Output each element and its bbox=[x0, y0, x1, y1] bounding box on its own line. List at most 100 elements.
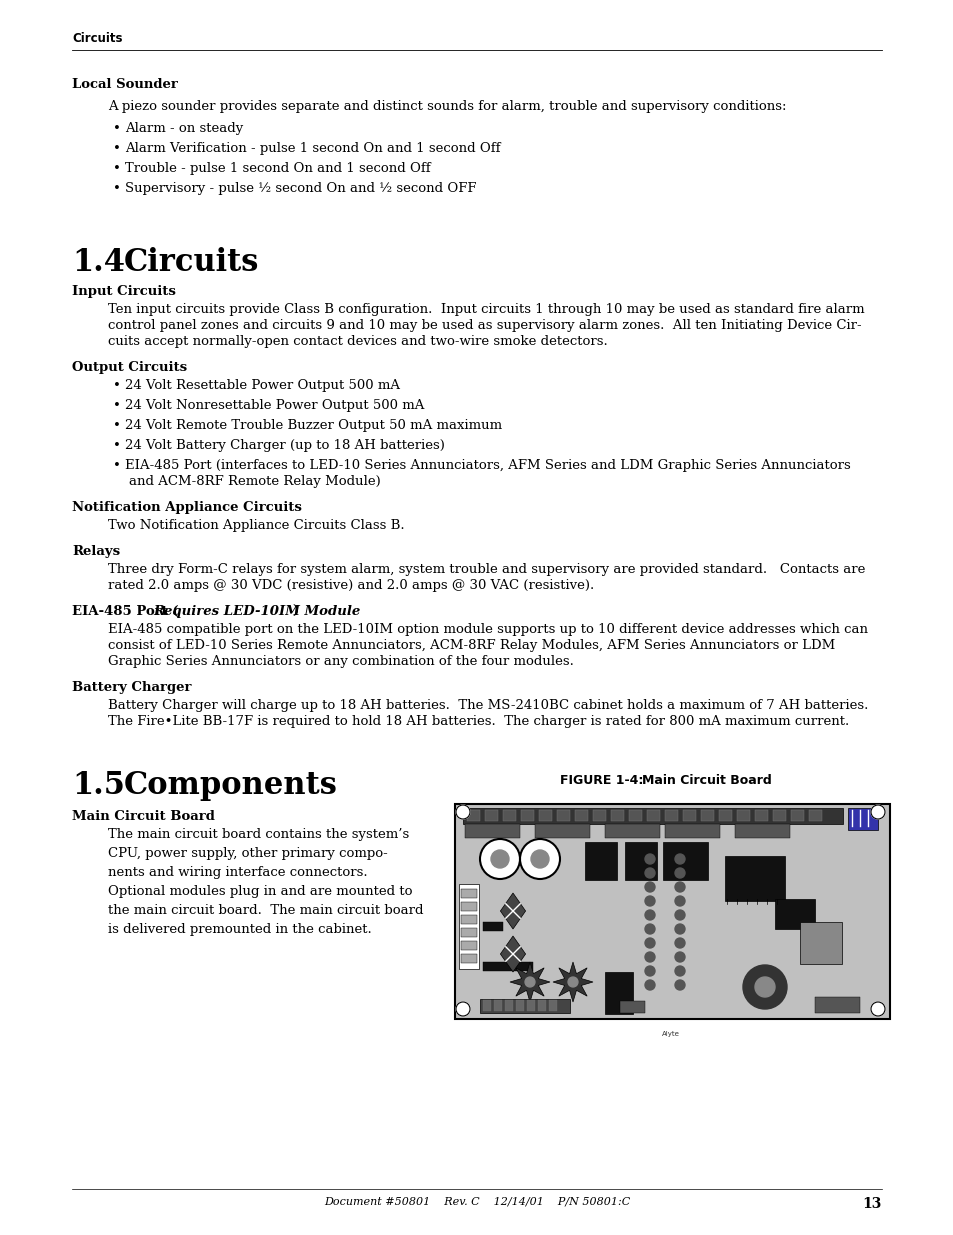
Text: EIA-485 Port (: EIA-485 Port ( bbox=[71, 605, 178, 618]
Circle shape bbox=[524, 977, 535, 987]
Text: Document #50801    Rev. C    12/14/01    P/N 50801:C: Document #50801 Rev. C 12/14/01 P/N 5080… bbox=[323, 1197, 630, 1207]
Text: •: • bbox=[112, 399, 121, 412]
Circle shape bbox=[675, 981, 684, 990]
Text: Optional modules plug in and are mounted to: Optional modules plug in and are mounted… bbox=[108, 885, 412, 898]
Bar bbox=[847, 808, 877, 830]
Bar bbox=[584, 842, 617, 881]
Polygon shape bbox=[510, 962, 550, 1002]
Text: Alyte: Alyte bbox=[661, 1031, 679, 1037]
Text: Main Circuit Board: Main Circuit Board bbox=[641, 774, 771, 787]
Circle shape bbox=[870, 1002, 884, 1016]
Bar bbox=[737, 810, 749, 821]
Text: 1.5: 1.5 bbox=[71, 769, 125, 802]
Text: Components: Components bbox=[124, 769, 337, 802]
Text: Two Notification Appliance Circuits Class B.: Two Notification Appliance Circuits Clas… bbox=[108, 519, 404, 532]
Bar bbox=[482, 1000, 491, 1011]
Circle shape bbox=[456, 805, 470, 819]
Text: ): ) bbox=[292, 605, 298, 618]
Text: and ACM-8RF Remote Relay Module): and ACM-8RF Remote Relay Module) bbox=[129, 475, 380, 488]
Text: control panel zones and circuits 9 and 10 may be used as supervisory alarm zones: control panel zones and circuits 9 and 1… bbox=[108, 319, 861, 332]
Text: •: • bbox=[112, 438, 121, 452]
Circle shape bbox=[567, 977, 578, 987]
Bar bbox=[516, 1000, 523, 1011]
Text: consist of LED-10 Series Remote Annunciators, ACM-8RF Relay Modules, AFM Series : consist of LED-10 Series Remote Annuncia… bbox=[108, 638, 835, 652]
Text: MODULE: MODULE bbox=[731, 871, 755, 876]
Bar bbox=[535, 824, 589, 839]
Polygon shape bbox=[500, 893, 525, 929]
Circle shape bbox=[675, 952, 684, 962]
Text: •: • bbox=[112, 459, 121, 472]
Text: 24 Volt Remote Trouble Buzzer Output 50 mA maximum: 24 Volt Remote Trouble Buzzer Output 50 … bbox=[125, 419, 501, 432]
Bar bbox=[464, 824, 519, 839]
Circle shape bbox=[675, 897, 684, 906]
Circle shape bbox=[675, 939, 684, 948]
Bar bbox=[575, 810, 587, 821]
Text: P1: P1 bbox=[750, 972, 757, 977]
Text: 1.4: 1.4 bbox=[71, 247, 125, 278]
Polygon shape bbox=[500, 936, 525, 972]
Bar bbox=[604, 824, 659, 839]
Bar bbox=[557, 810, 569, 821]
Bar bbox=[800, 923, 841, 965]
Bar bbox=[734, 824, 789, 839]
Circle shape bbox=[644, 966, 655, 976]
Text: Three dry Form-C relays for system alarm, system trouble and supervisory are pro: Three dry Form-C relays for system alarm… bbox=[108, 563, 864, 576]
Text: 24 Volt Nonresettable Power Output 500 mA: 24 Volt Nonresettable Power Output 500 m… bbox=[125, 399, 424, 412]
Bar bbox=[502, 810, 516, 821]
Text: LED-10IM: LED-10IM bbox=[729, 861, 755, 866]
Bar bbox=[628, 810, 641, 821]
Bar bbox=[593, 810, 605, 821]
Text: cuits accept normally-open contact devices and two-wire smoke detectors.: cuits accept normally-open contact devic… bbox=[108, 335, 607, 348]
Circle shape bbox=[519, 839, 559, 879]
Circle shape bbox=[870, 805, 884, 819]
Bar bbox=[624, 842, 657, 881]
Text: •: • bbox=[112, 142, 121, 156]
Circle shape bbox=[675, 966, 684, 976]
Circle shape bbox=[644, 981, 655, 990]
Text: 24 Volt Resettable Power Output 500 mA: 24 Volt Resettable Power Output 500 mA bbox=[125, 379, 399, 391]
Bar bbox=[664, 824, 720, 839]
Circle shape bbox=[531, 850, 548, 868]
Text: Battery Charger: Battery Charger bbox=[71, 680, 192, 694]
Bar bbox=[772, 810, 785, 821]
Bar bbox=[719, 810, 731, 821]
Bar bbox=[814, 997, 859, 1013]
Text: the main circuit board.  The main circuit board: the main circuit board. The main circuit… bbox=[108, 904, 423, 918]
Circle shape bbox=[479, 839, 519, 879]
Bar bbox=[484, 810, 497, 821]
Text: 24 Volt Battery Charger (up to 18 AH batteries): 24 Volt Battery Charger (up to 18 AH bat… bbox=[125, 438, 444, 452]
Circle shape bbox=[644, 897, 655, 906]
Text: •: • bbox=[112, 379, 121, 391]
Bar bbox=[538, 810, 552, 821]
Text: A piezo sounder provides separate and distinct sounds for alarm, trouble and sup: A piezo sounder provides separate and di… bbox=[108, 100, 785, 112]
Text: rated 2.0 amps @ 30 VDC (resistive) and 2.0 amps @ 30 VAC (resistive).: rated 2.0 amps @ 30 VDC (resistive) and … bbox=[108, 579, 594, 592]
Bar bbox=[790, 810, 803, 821]
Text: nents and wiring interface connectors.: nents and wiring interface connectors. bbox=[108, 866, 367, 879]
Bar bbox=[664, 810, 678, 821]
Text: Battery Charger will charge up to 18 AH batteries.  The MS-2410BC cabinet holds : Battery Charger will charge up to 18 AH … bbox=[108, 699, 867, 713]
Text: Alarm Verification - pulse 1 second On and 1 second Off: Alarm Verification - pulse 1 second On a… bbox=[125, 142, 500, 156]
Bar bbox=[754, 810, 767, 821]
Circle shape bbox=[742, 965, 786, 1009]
Bar bbox=[526, 1000, 535, 1011]
Bar bbox=[494, 1000, 501, 1011]
Circle shape bbox=[644, 952, 655, 962]
Bar bbox=[460, 953, 476, 963]
Circle shape bbox=[675, 910, 684, 920]
Polygon shape bbox=[553, 962, 593, 1002]
Bar bbox=[520, 810, 534, 821]
Text: Output Circuits: Output Circuits bbox=[71, 361, 187, 374]
Circle shape bbox=[644, 910, 655, 920]
Bar bbox=[700, 810, 713, 821]
Bar bbox=[462, 808, 842, 824]
Text: Local Sounder: Local Sounder bbox=[71, 78, 177, 91]
Circle shape bbox=[675, 882, 684, 892]
Bar bbox=[662, 842, 707, 881]
Text: •: • bbox=[112, 122, 121, 135]
Circle shape bbox=[754, 977, 774, 997]
Text: EIA-485 Port (interfaces to LED-10 Series Annunciators, AFM Series and LDM Graph: EIA-485 Port (interfaces to LED-10 Serie… bbox=[125, 459, 850, 472]
Bar bbox=[455, 804, 889, 1019]
Bar bbox=[458, 884, 478, 969]
Text: Input Circuits: Input Circuits bbox=[71, 285, 175, 298]
Text: Notification Appliance Circuits: Notification Appliance Circuits bbox=[71, 501, 301, 514]
